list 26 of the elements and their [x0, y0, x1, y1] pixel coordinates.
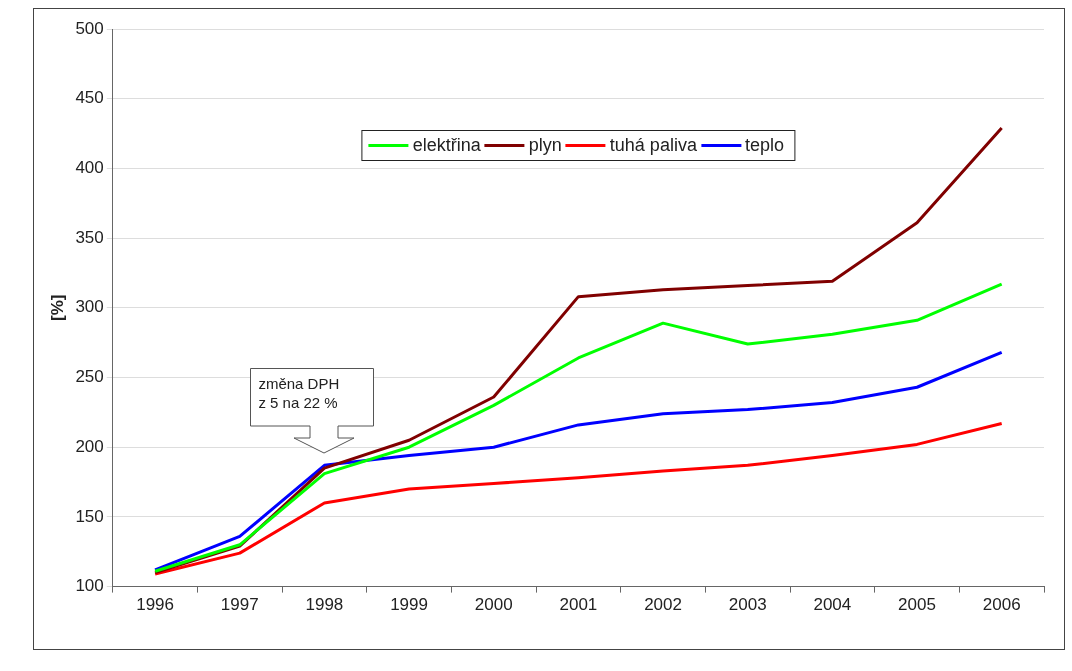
legend-label: tuhá paliva [609, 135, 697, 156]
x-tick-label: 2006 [982, 595, 1021, 615]
y-tick-label: 150 [75, 506, 104, 526]
x-tick-label: 2005 [898, 595, 936, 615]
x-tick-label: 2003 [728, 595, 767, 615]
legend-label: elektřina [412, 135, 481, 156]
x-tick-label: 2001 [559, 595, 598, 615]
y-tick-label: 450 [75, 88, 104, 108]
legend-label: plyn [528, 135, 562, 156]
y-tick-label: 350 [75, 227, 104, 247]
x-tick-label: 2004 [813, 595, 852, 615]
x-tick-label: 2002 [644, 595, 682, 615]
x-tick-label: 1999 [390, 595, 428, 615]
x-tick-label: 1998 [305, 595, 344, 615]
y-axis-title: [%] [47, 294, 67, 322]
y-tick-label: 200 [75, 436, 104, 456]
x-tick-label: 2000 [474, 595, 513, 615]
y-tick-label: 400 [75, 158, 104, 178]
y-tick-label: 500 [75, 18, 104, 38]
x-tick-label: 1997 [220, 595, 259, 615]
y-tick-label: 300 [75, 297, 104, 317]
x-tick-label: 1996 [136, 595, 175, 615]
y-tick-label: 250 [75, 367, 104, 387]
y-tick-label: 100 [75, 576, 104, 596]
annotation: změna DPH z 5 na 22 % [258, 374, 340, 413]
legend-label: teplo [744, 135, 784, 156]
